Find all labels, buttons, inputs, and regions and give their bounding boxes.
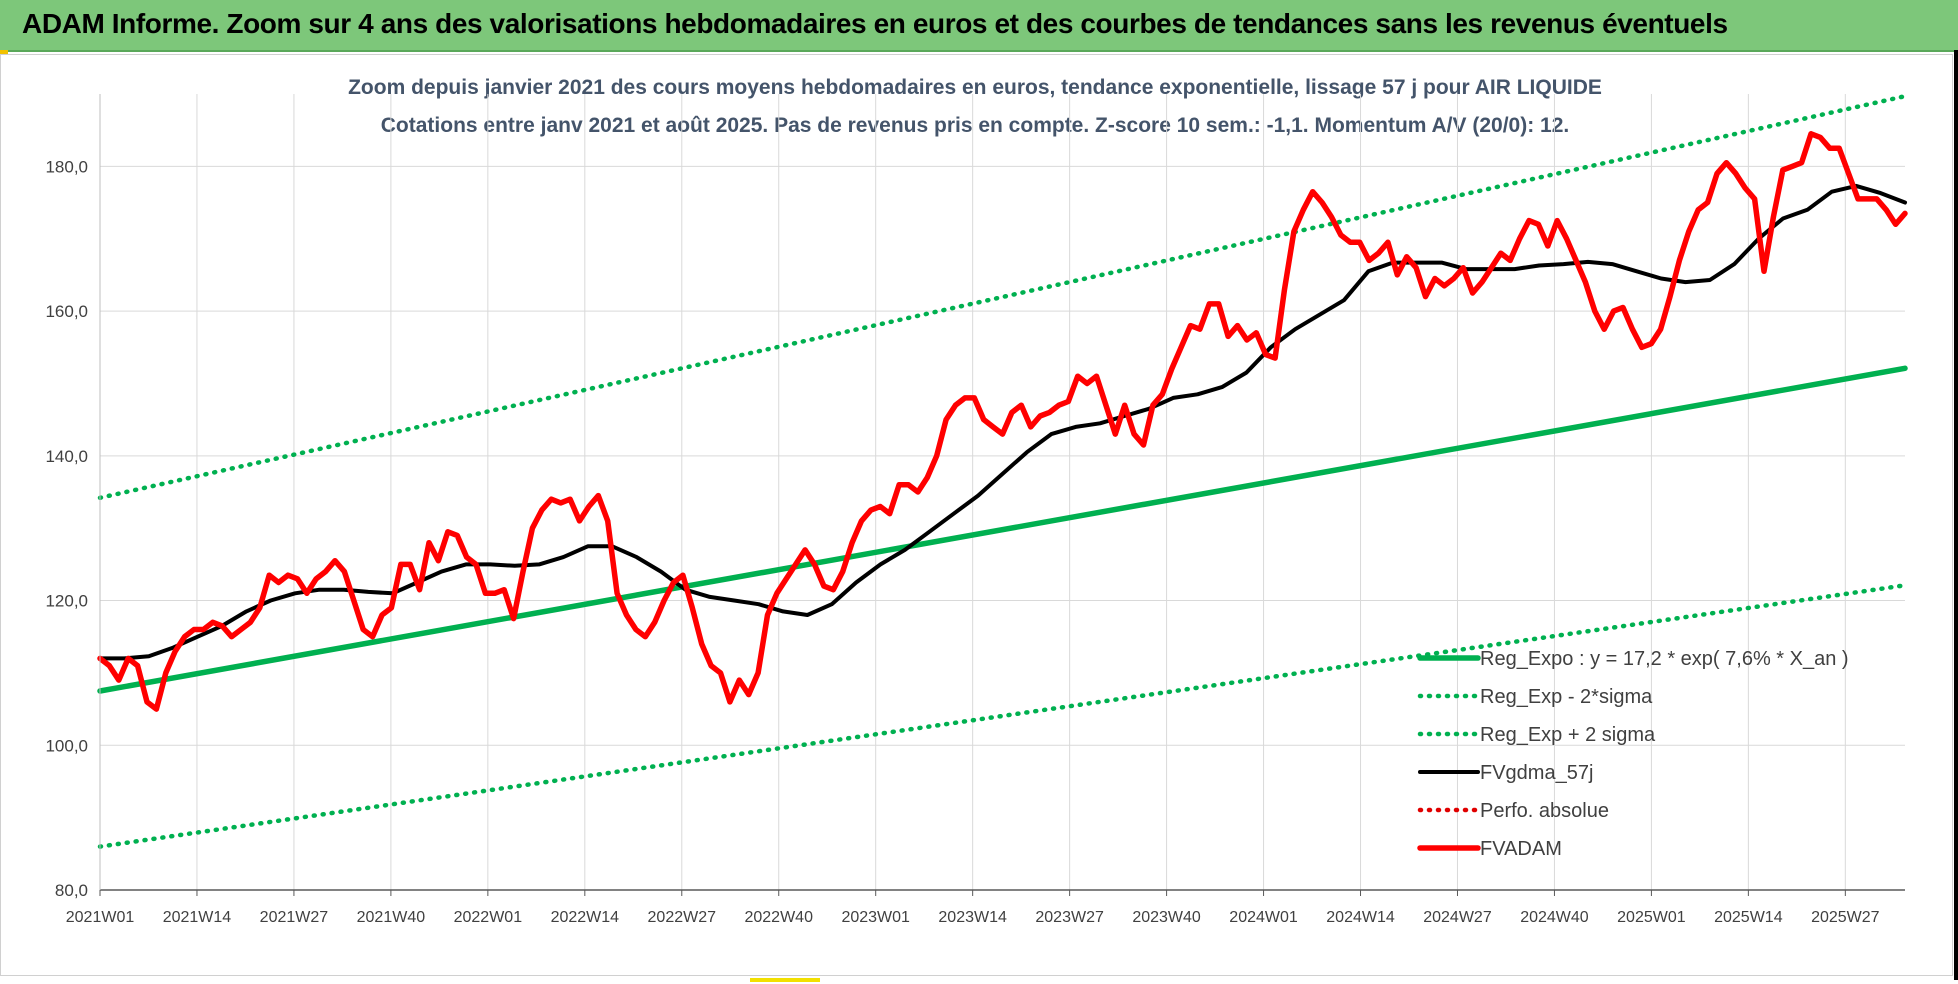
series-reg-plus-2sigma-line xyxy=(97,93,1908,501)
x-tick-label: 2024W01 xyxy=(1229,909,1298,926)
x-tick-label: 2024W14 xyxy=(1326,909,1395,926)
chart-frame xyxy=(0,54,1953,976)
legend-label: Reg_Expo : y = 17,2 * exp( 7,6% * X_an ) xyxy=(1480,648,1849,670)
legend: Reg_Expo : y = 17,2 * exp( 7,6% * X_an )… xyxy=(1417,648,1849,860)
x-tick-label: 2025W01 xyxy=(1617,909,1686,926)
series-fvgdma-57j-line xyxy=(98,183,1907,661)
series-group xyxy=(97,93,1908,849)
legend-label: Perfo. absolue xyxy=(1480,800,1609,822)
x-tick-label: 2025W14 xyxy=(1714,909,1783,926)
series-reg-expo-line xyxy=(97,365,1908,694)
line-chart: Zoom depuis janvier 2021 des cours moyen… xyxy=(45,76,1908,926)
y-tick-label: 160,0 xyxy=(45,302,88,321)
x-tick-label: 2021W40 xyxy=(357,909,426,926)
x-tick-label: 2021W27 xyxy=(260,909,329,926)
legend-label: FVgdma_57j xyxy=(1480,762,1593,784)
x-tick-label: 2022W40 xyxy=(744,909,813,926)
y-tick-label: 140,0 xyxy=(45,447,88,466)
x-tick-label: 2023W27 xyxy=(1035,909,1104,926)
axis-group: 80,0 100,0 120,0 140,0 160,0 180,0 2021W01 2021… xyxy=(45,94,1905,926)
legend-label: Reg_Exp + 2 sigma xyxy=(1480,724,1656,746)
x-tick-label: 2021W01 xyxy=(66,909,135,926)
x-tick-label: 2024W40 xyxy=(1520,909,1589,926)
y-tick-label: 180,0 xyxy=(45,157,88,176)
bottom-accent xyxy=(750,978,820,982)
x-tick-label: 2022W14 xyxy=(551,909,620,926)
header-banner: ADAM Informe. Zoom sur 4 ans des valoris… xyxy=(0,0,1958,52)
x-tick-label: 2024W27 xyxy=(1423,909,1492,926)
x-tick-label: 2022W01 xyxy=(454,909,523,926)
legend-label: FVADAM xyxy=(1480,838,1562,860)
y-tick-label: 80,0 xyxy=(55,881,88,900)
x-tick-label: 2025W27 xyxy=(1811,909,1880,926)
x-tick-label: 2023W14 xyxy=(938,909,1007,926)
gridlines xyxy=(99,94,1905,891)
x-tick-label: 2021W14 xyxy=(163,909,232,926)
chart-title-line2: Cotations entre janv 2021 et août 2025. … xyxy=(381,114,1569,137)
series-fvadam-line xyxy=(97,131,1908,712)
x-tick-label: 2023W40 xyxy=(1132,909,1201,926)
y-tick-label: 120,0 xyxy=(45,592,88,611)
page-title: ADAM Informe. Zoom sur 4 ans des valoris… xyxy=(22,8,1728,39)
y-tick-label: 100,0 xyxy=(45,736,88,755)
x-tick-label: 2023W01 xyxy=(841,909,910,926)
x-tick-label: 2022W27 xyxy=(648,909,717,926)
frame-edge xyxy=(1954,50,1958,980)
legend-label: Reg_Exp - 2*sigma xyxy=(1480,686,1653,708)
banner-accent xyxy=(0,50,8,54)
chart-title-line1: Zoom depuis janvier 2021 des cours moyen… xyxy=(348,76,1602,99)
series-reg-minus-2sigma-line xyxy=(97,583,1908,849)
